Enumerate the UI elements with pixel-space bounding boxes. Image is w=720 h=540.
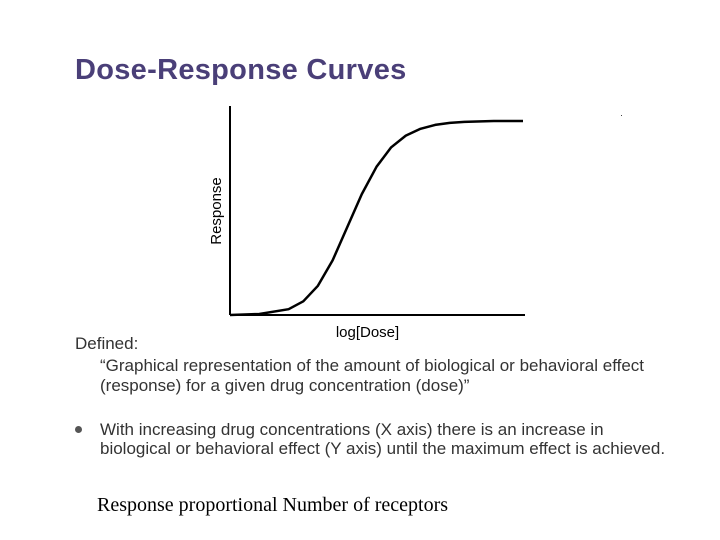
footer-text: Response proportional Number of receptor… bbox=[97, 494, 449, 516]
stray-dot bbox=[621, 115, 622, 116]
dose-response-chart: log[Dose] Response bbox=[208, 106, 525, 341]
bullet-text: With increasing drug concentrations (X a… bbox=[100, 420, 666, 458]
x-axis-label: log[Dose] bbox=[336, 324, 399, 341]
slide-title: Dose-Response Curves bbox=[75, 54, 407, 86]
bullet-dot-icon bbox=[75, 426, 82, 433]
y-axis-label: Response bbox=[208, 177, 225, 245]
series-line-0 bbox=[229, 119, 523, 317]
definition-quote: “Graphical representation of the amount … bbox=[100, 356, 645, 395]
defined-label: Defined: bbox=[75, 334, 139, 353]
